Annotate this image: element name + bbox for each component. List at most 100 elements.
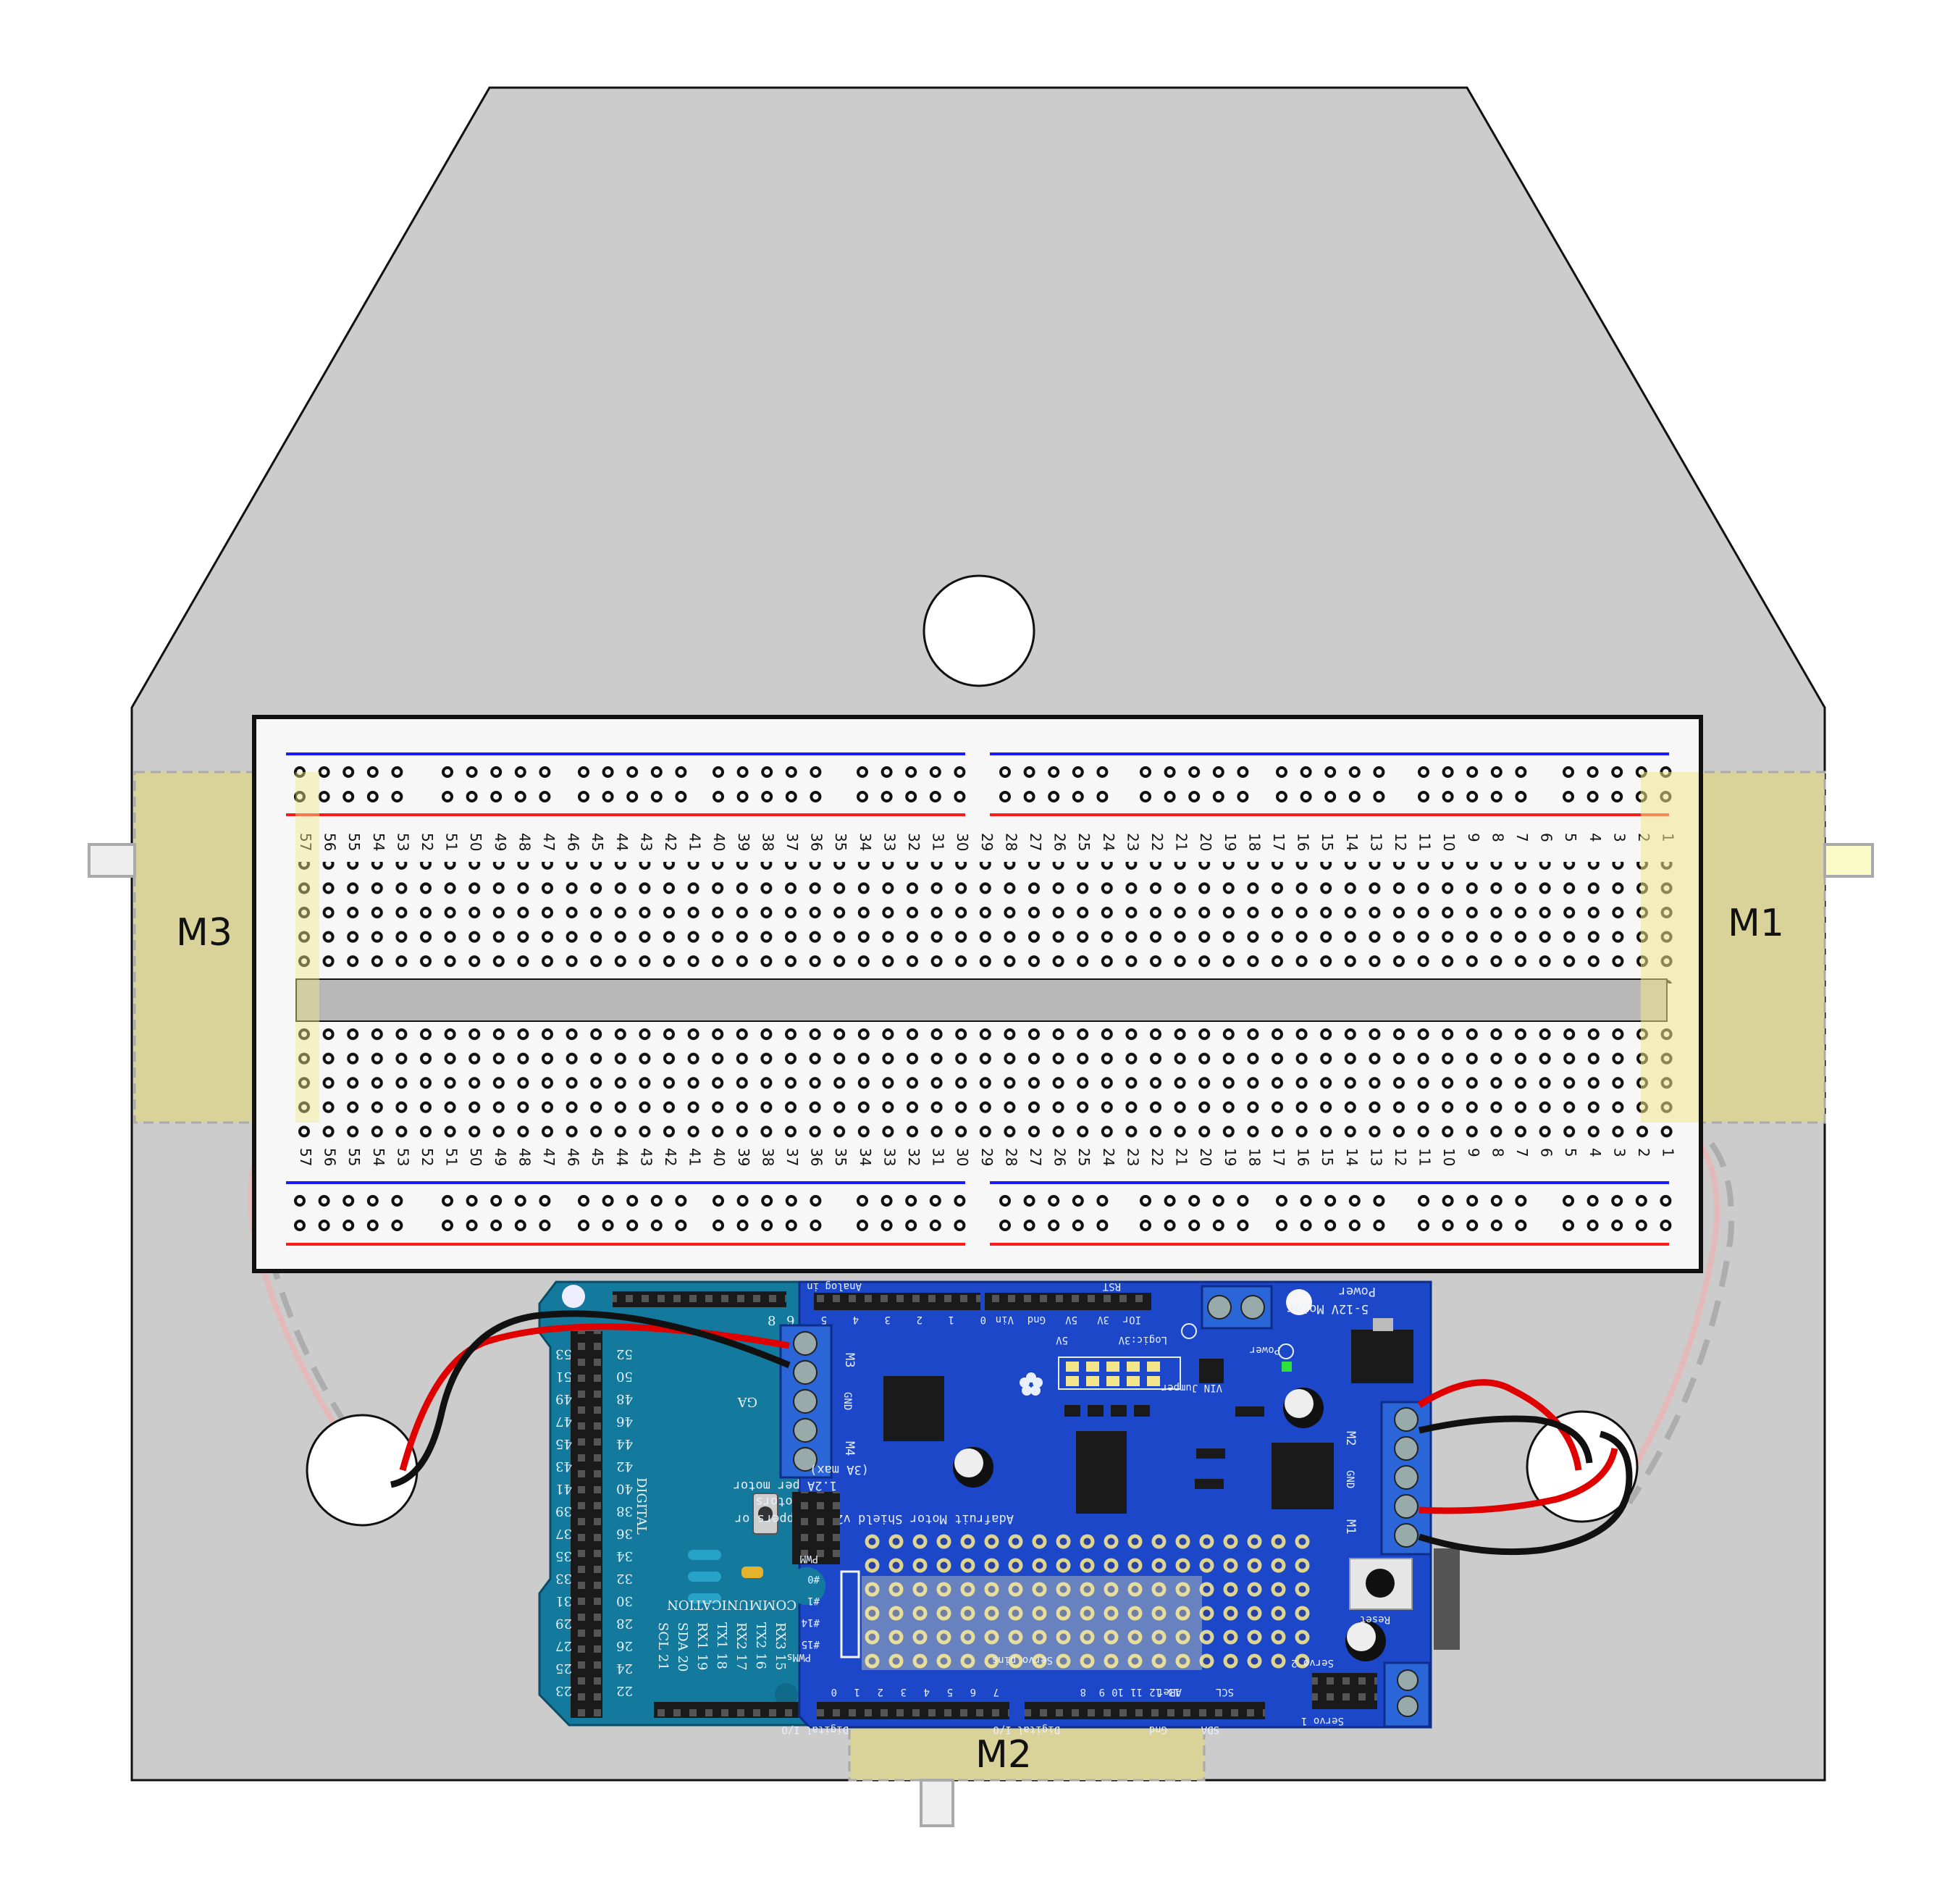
rail-hole-center <box>321 794 327 800</box>
arduino-pin-label: 40 <box>616 1481 633 1496</box>
rail-hole-center <box>1215 1198 1222 1204</box>
top-power-rail <box>294 766 1672 802</box>
rail-hole-center <box>542 1222 548 1228</box>
rail-hole-center <box>1167 794 1173 800</box>
shield-digital-pin-label: 9 <box>1099 1686 1105 1698</box>
column-number-bottom: 14 <box>1343 1148 1361 1166</box>
rail-hole-center <box>394 1198 400 1204</box>
column-number-bottom: 23 <box>1124 1148 1141 1166</box>
arduino-comm-pin: RX2 17 <box>734 1622 749 1670</box>
column-number-top: 39 <box>735 833 752 851</box>
column-number-top: 19 <box>1222 833 1239 851</box>
arduino-pin-label: 42 <box>616 1459 633 1474</box>
column-number-top: 5 <box>1562 833 1579 842</box>
column-number-bottom: 7 <box>1513 1148 1531 1157</box>
arduino-pin-label: 48 <box>616 1391 633 1406</box>
chassis-mount-hole <box>923 574 1035 687</box>
rail-hole-center <box>653 794 660 800</box>
shield-line-4: (3A max) <box>810 1462 869 1477</box>
rail-hole-center <box>1351 1198 1358 1204</box>
column-number-bottom: 26 <box>1051 1148 1069 1166</box>
rail-hole-center <box>394 769 400 775</box>
shield-analog-in-label: Analog in <box>807 1280 862 1292</box>
shield-pwms-label: PWMs <box>786 1651 811 1663</box>
column-number-bottom: 34 <box>857 1148 874 1166</box>
bottom-power-rail <box>294 1195 1672 1231</box>
rail-hole-center <box>1518 794 1524 800</box>
rail-hole-center <box>1279 1198 1285 1204</box>
rail-hole-center <box>1445 1222 1451 1228</box>
shield-pwm-pin-labels: #0 #1 #14 #15 <box>802 1573 820 1650</box>
rail-hole-center <box>445 769 450 775</box>
rail-hole-center <box>517 769 524 775</box>
shield-power-pin-label: 5V <box>1065 1314 1077 1325</box>
rail-hole-center <box>493 769 500 775</box>
column-number-top: 16 <box>1295 833 1312 851</box>
rail-hole-center <box>1240 1222 1246 1228</box>
column-number-top: 32 <box>905 833 923 851</box>
shield-gnd-left-label: GND <box>841 1392 853 1410</box>
rail-hole-center <box>764 794 770 800</box>
rail-hole-center <box>1445 1198 1451 1204</box>
rail-hole-center <box>908 1222 915 1228</box>
rail-hole-center <box>653 769 660 775</box>
rail-hole-center <box>1026 1222 1033 1228</box>
column-number-bottom: 50 <box>467 1148 484 1166</box>
column-number-bottom: 1 <box>1660 1148 1677 1157</box>
rail-hole-center <box>1376 1198 1382 1204</box>
wire-m1-black <box>1419 1415 1593 1464</box>
rail-hole-center <box>1421 1198 1426 1204</box>
column-number-bottom: 32 <box>905 1148 923 1166</box>
column-number-top: 23 <box>1124 833 1141 851</box>
shield-digital-numbers-right: 13 12 11 10 9 8 <box>1080 1686 1180 1698</box>
rail-hole-center <box>908 769 915 775</box>
column-number-top: 40 <box>710 833 728 851</box>
rail-hole-center <box>468 769 475 775</box>
shield-power-pin-label: 3V <box>1097 1314 1109 1325</box>
shield-reset-label: Reset <box>1360 1614 1390 1625</box>
rail-hole-center <box>908 794 915 800</box>
rail-hole-center <box>1279 794 1285 800</box>
rail-hole-center <box>1026 769 1033 775</box>
rail-hole-center <box>468 1198 475 1204</box>
rail-hole-center <box>605 1198 611 1204</box>
column-numbers-bottom: 57 56 55 54 53 52 51 50 49 48 47 46 45 44 43 42 41 40 39 38… <box>297 1148 1677 1166</box>
rail-hole-center <box>629 1198 636 1204</box>
column-number-top: 17 <box>1270 833 1287 851</box>
rail-hole-center <box>605 1222 611 1228</box>
column-number-bottom: 36 <box>808 1148 825 1166</box>
rail-hole-center <box>345 794 352 800</box>
column-number-bottom: 31 <box>930 1148 947 1166</box>
rail-hole-center <box>1279 1222 1285 1228</box>
column-number-top: 9 <box>1465 833 1482 842</box>
rail-hole-center <box>1143 794 1148 800</box>
rail-hole-center <box>321 1222 327 1228</box>
column-number-bottom: 19 <box>1222 1148 1239 1166</box>
rail-hole-center <box>1191 1198 1198 1204</box>
rail-hole-center <box>1351 1222 1358 1228</box>
shield-analog-pin-label: 2 <box>917 1314 923 1325</box>
m2-label: M2 <box>975 1733 1032 1777</box>
arduino-comm-labels: SCL 21 SDA 20 RX1 19 TX1 18 RX2 17 TX2 16 RX3 … <box>655 1622 788 1672</box>
rail-hole-center <box>1421 1222 1426 1228</box>
shield-pwm-pin: #0 <box>807 1573 820 1585</box>
column-number-top: 36 <box>808 833 825 851</box>
rail-hole-center <box>883 794 890 800</box>
shield-digital-pin-label: 4 <box>924 1686 930 1698</box>
column-number-top: 15 <box>1319 833 1336 851</box>
arduino-pin-label: 44 <box>616 1436 633 1451</box>
rail-hole-center <box>739 1222 746 1228</box>
rail-hole-center <box>883 1222 890 1228</box>
column-number-bottom: 41 <box>686 1148 704 1166</box>
rail-hole-center <box>605 794 611 800</box>
arduino-pin-label: 49 <box>555 1391 572 1406</box>
shield-analog-numbers: 5 4 3 2 1 0 <box>821 1314 986 1325</box>
rail-hole-center <box>860 794 865 800</box>
rail-hole-center <box>1099 794 1106 800</box>
arduino-pin-label: 50 <box>616 1369 633 1384</box>
shield-logic-label: Logic:3V <box>1118 1334 1167 1346</box>
rail-hole-center <box>493 1222 500 1228</box>
rail-hole-center <box>1075 794 1081 800</box>
